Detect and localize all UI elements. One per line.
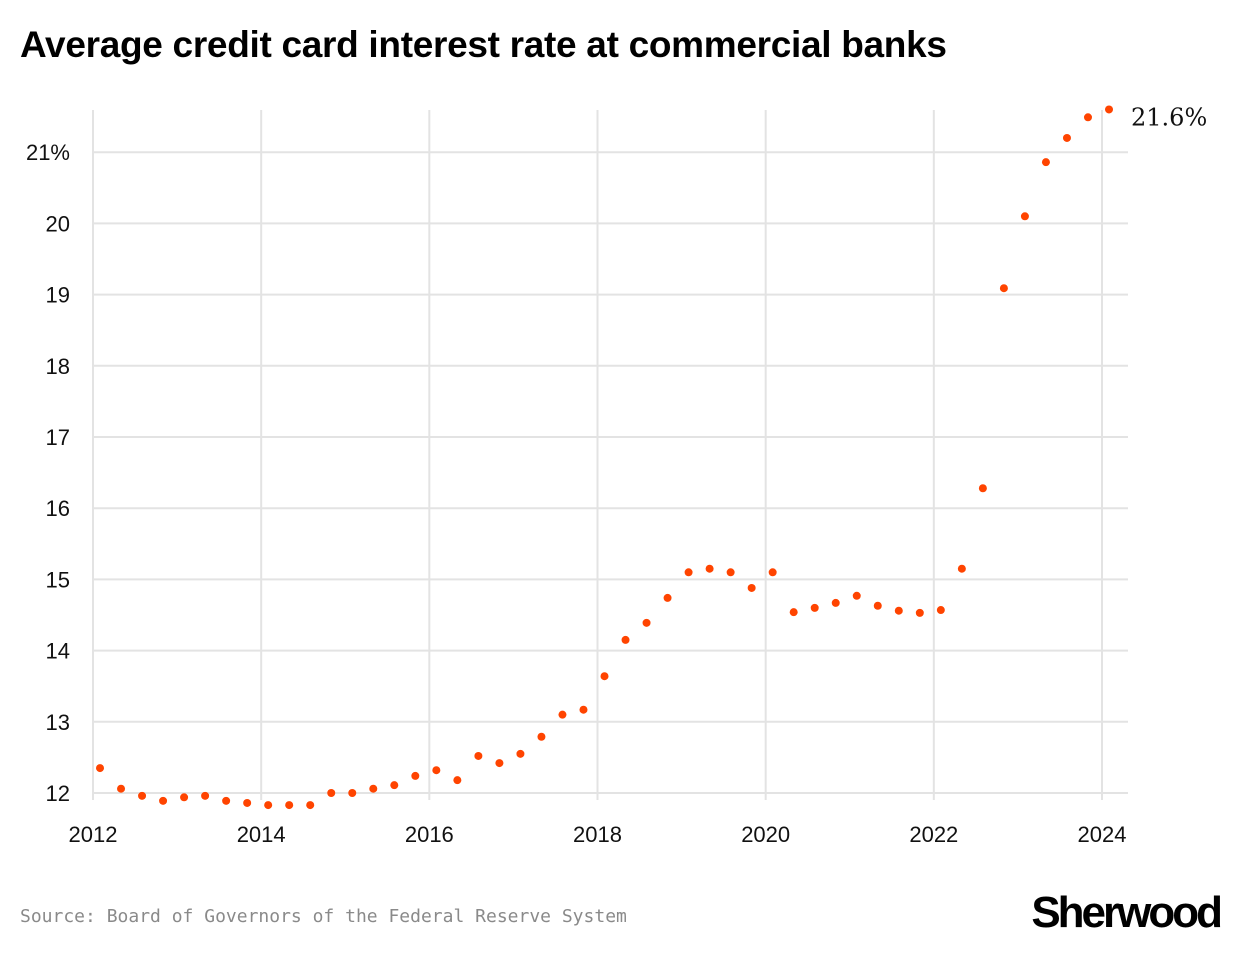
data-point xyxy=(1062,133,1071,142)
data-point xyxy=(600,672,609,681)
data-point xyxy=(117,784,126,793)
data-point xyxy=(222,796,231,805)
y-tick-label: 13 xyxy=(46,710,70,735)
chart-title: Average credit card interest rate at com… xyxy=(20,24,947,65)
data-point xyxy=(201,791,210,800)
data-point xyxy=(957,564,966,573)
data-point xyxy=(516,749,525,758)
data-point xyxy=(432,766,441,775)
y-axis: 12 13 14 15 16 17 18 19 20 21% xyxy=(26,140,70,806)
x-tick-label: 2022 xyxy=(909,822,958,847)
data-point xyxy=(978,484,987,493)
data-point xyxy=(705,564,714,573)
y-tick-label: 16 xyxy=(46,496,70,521)
data-point xyxy=(348,789,357,797)
data-point xyxy=(999,284,1008,293)
sherwood-logo: Sherwood xyxy=(1031,888,1223,937)
data-point xyxy=(747,583,756,592)
x-tick-label: 2014 xyxy=(237,822,286,847)
data-point xyxy=(1041,158,1050,167)
data-point xyxy=(852,591,861,600)
data-point xyxy=(579,705,588,714)
data-point xyxy=(159,796,168,805)
data-point xyxy=(1105,105,1114,114)
x-tick-label: 2018 xyxy=(573,822,622,847)
data-point xyxy=(411,771,420,780)
data-point xyxy=(789,608,798,617)
data-point xyxy=(642,618,651,627)
y-tick-label: 19 xyxy=(46,283,70,308)
grid xyxy=(92,110,1128,800)
data-point xyxy=(1020,212,1029,221)
data-point xyxy=(936,606,945,615)
data-point xyxy=(327,789,336,797)
data-point xyxy=(138,791,147,800)
y-tick-label: 18 xyxy=(46,354,70,379)
y-tick-label: 17 xyxy=(46,425,70,450)
data-point xyxy=(369,784,378,793)
end-value-label: 21.6% xyxy=(1131,103,1207,131)
data-point xyxy=(684,568,693,577)
data-point xyxy=(306,801,315,810)
data-point xyxy=(285,801,294,810)
data-point xyxy=(537,732,546,741)
source-note: Source: Board of Governors of the Federa… xyxy=(20,906,627,927)
y-tick-label: 14 xyxy=(46,639,70,664)
data-point xyxy=(1083,113,1092,122)
data-point xyxy=(810,603,819,612)
data-point xyxy=(264,801,273,810)
y-tick-label: 20 xyxy=(46,211,70,236)
data-point xyxy=(873,601,882,610)
data-point xyxy=(453,776,462,785)
x-tick-label: 2024 xyxy=(1078,822,1127,847)
data-point xyxy=(180,793,189,802)
data-point xyxy=(915,608,924,617)
data-point xyxy=(768,568,777,577)
data-point xyxy=(831,598,840,607)
series-points xyxy=(96,105,1114,810)
data-point xyxy=(390,781,399,790)
data-point xyxy=(474,751,483,760)
x-tick-label: 2016 xyxy=(405,822,454,847)
data-point xyxy=(726,568,735,577)
x-tick-label: 2012 xyxy=(69,822,118,847)
data-point xyxy=(96,764,105,773)
y-tick-label: 12 xyxy=(46,781,70,806)
data-point xyxy=(558,710,567,719)
x-axis: 2012 2014 2016 2018 2020 2022 2024 xyxy=(69,822,1127,847)
y-tick-label: 21% xyxy=(26,140,70,165)
data-point xyxy=(663,593,672,602)
x-tick-label: 2020 xyxy=(741,822,790,847)
data-point xyxy=(621,635,630,644)
data-point xyxy=(243,798,252,807)
data-point xyxy=(495,759,504,768)
data-point xyxy=(894,606,903,615)
y-tick-label: 15 xyxy=(46,567,70,592)
